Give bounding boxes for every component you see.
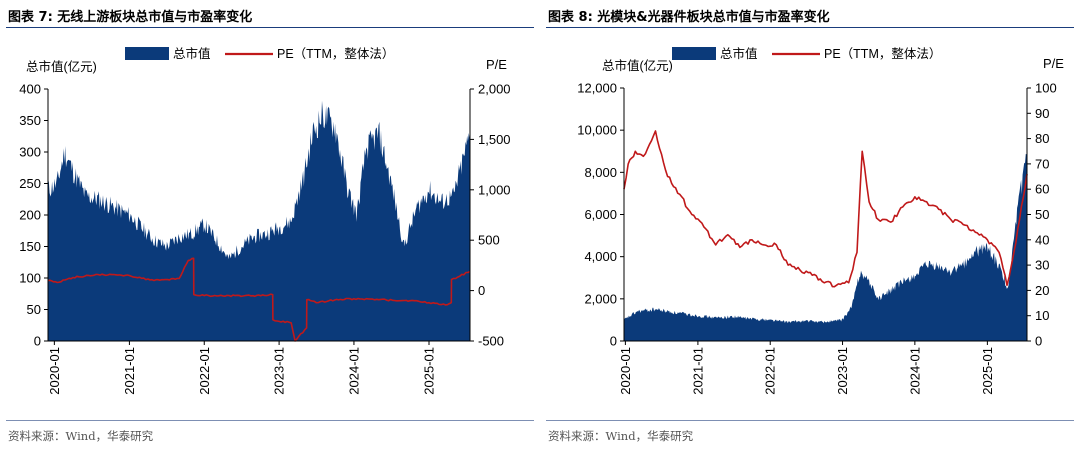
x-tick-label: 2023-01 [272,347,287,395]
y-right-tick-label: 0 [1035,334,1042,349]
chart-panel-left: 图表 7: 无线上游板块总市值与市盈率变化 0 50 100 150 200 250 300… [6,10,534,443]
y-right-tick-label: 80 [1035,131,1049,146]
y-right-tick-label: 1,500 [478,132,511,147]
y-right-tick-label: 90 [1035,106,1049,121]
y-left-axis-title: 总市值(亿元) [26,59,97,74]
y-right-tick-label: 10 [1035,308,1049,323]
y-left-tick-label: 400 [19,82,41,97]
title-rule [546,27,1074,28]
x-tick-label: 2024-01 [907,347,922,395]
y-left-tick-label: 150 [19,239,41,254]
y-left-axis-title: 总市值(亿元) [602,58,673,73]
source-rule [6,420,534,421]
legend-swatch-market-cap [672,47,716,60]
y-right-tick-label: 30 [1035,258,1049,273]
pe-line [47,257,471,342]
x-tick-label: 2024-01 [346,347,361,395]
legend-label-market-cap: 总市值 [720,46,758,61]
y-right-tick-label: -500 [478,334,504,349]
x-tick-label: 2025-01 [421,347,436,395]
market-cap-area [624,153,1027,341]
y-right-tick-label: 100 [1035,81,1057,96]
x-tick-label: 2023-01 [835,347,850,395]
x-tick-label: 2021-01 [122,347,137,395]
y-left-tick-label: 12,000 [577,81,617,96]
legend-swatch-market-cap [125,47,169,60]
chart-legend: 总市值 PE（TTM，整体法） [125,46,394,61]
y-right-tick-label: 40 [1035,232,1049,247]
figure-title: 图表 7: 无线上游板块总市值与市盈率变化 [8,10,253,25]
legend-label-market-cap: 总市值 [173,46,211,61]
y-right-tick-label: 0 [478,283,485,298]
x-tick-label: 2022-01 [197,347,212,395]
y-left-tick-label: 300 [19,145,41,160]
x-tick-label: 2025-01 [980,347,995,395]
y-left-tick-label: 350 [19,113,41,128]
x-tick-label: 2021-01 [690,347,705,395]
y-left-tick-label: 6,000 [584,207,617,222]
y-left-tick-label: 0 [34,334,41,349]
chart-panel-right: 图表 8: 光模块&光器件板块总市值与市盈率变化 0 2,000 4,000 6,00… [540,0,1080,472]
y-right-tick-label: 60 [1035,182,1049,197]
y-left-tick-label: 100 [19,271,41,286]
y-right-tick-label: 500 [478,233,500,248]
pe-line [623,130,1028,288]
x-tick-label: 2020-01 [618,347,633,395]
y-right-tick-label: 2,000 [478,82,511,97]
x-tick-label: 2020-01 [47,347,62,395]
y-left-tick-label: 50 [27,302,41,317]
figure-title: 图表 8: 光模块&光器件板块总市值与市盈率变化 [548,10,830,25]
y-left-tick-label: 250 [19,176,41,191]
y-left-tick-label: 0 [610,334,617,349]
legend-label-pe: PE（TTM，整体法） [277,46,394,61]
market-cap-pe-chart: 0 50 100 150 200 250 300 350 400 -500 0 500 1,000 1,5… [19,46,511,395]
source-note: 资料来源：Wind，华泰研究 [548,429,694,443]
market-cap-area [48,100,470,341]
title-rule [6,27,534,28]
y-left-tick-label: 200 [19,208,41,223]
y-left-tick-label: 8,000 [584,165,617,180]
y-right-tick-label: 20 [1035,283,1049,298]
y-right-tick-label: 70 [1035,156,1049,171]
y-right-tick-label: 1,000 [478,182,511,197]
y-left-tick-label: 10,000 [577,123,617,138]
source-rule [546,420,1074,421]
legend-label-pe: PE（TTM，整体法） [824,46,941,61]
y-left-tick-label: 4,000 [584,249,617,264]
market-cap-pe-chart: 0 2,000 4,000 6,000 8,000 10,000 12,000 0 10 20 30… [577,46,1064,395]
y-right-axis-title: P/E [1043,56,1064,71]
y-left-tick-label: 2,000 [584,291,617,306]
y-right-axis-title: P/E [486,57,507,72]
x-tick-label: 2022-01 [763,347,778,395]
chart-legend: 总市值 PE（TTM，整体法） [672,46,941,61]
source-note: 资料来源：Wind，华泰研究 [8,429,154,443]
y-right-tick-label: 50 [1035,207,1049,222]
